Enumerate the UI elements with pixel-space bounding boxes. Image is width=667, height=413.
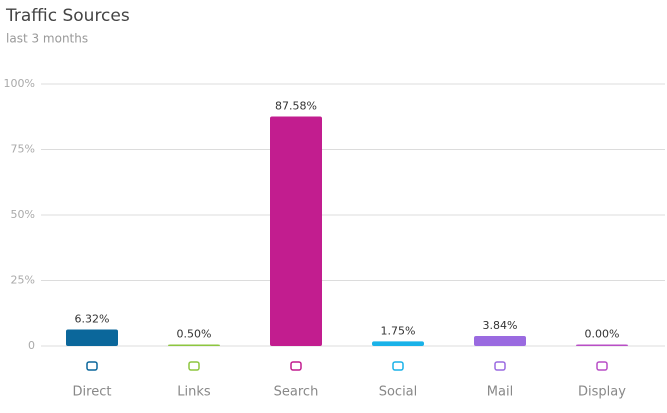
bar bbox=[168, 344, 220, 346]
bar bbox=[66, 329, 118, 346]
y-tick-label: 50% bbox=[11, 208, 35, 221]
y-tick-label: 100% bbox=[4, 77, 35, 90]
bar bbox=[270, 116, 322, 346]
value-label: 1.75% bbox=[381, 324, 416, 337]
x-tick-label: Social bbox=[379, 385, 418, 400]
x-tick-label: Search bbox=[274, 385, 319, 400]
category-icon bbox=[290, 361, 302, 371]
value-label: 6.32% bbox=[75, 312, 110, 325]
category-icon bbox=[188, 361, 200, 371]
y-tick-label: 75% bbox=[11, 143, 35, 156]
x-tick-label: Display bbox=[578, 385, 626, 400]
category-icon bbox=[596, 361, 608, 371]
category-icon bbox=[494, 361, 506, 371]
x-tick-label: Mail bbox=[487, 385, 513, 400]
bar bbox=[576, 344, 628, 346]
bar bbox=[474, 335, 526, 346]
value-label: 0.00% bbox=[585, 328, 620, 341]
x-tick-label: Direct bbox=[73, 385, 112, 400]
chart-subtitle: last 3 months bbox=[6, 32, 88, 46]
bar bbox=[372, 341, 424, 346]
value-label: 0.50% bbox=[177, 328, 212, 341]
category-icon bbox=[86, 361, 98, 371]
chart-title: Traffic Sources bbox=[5, 6, 130, 26]
y-tick-label: 25% bbox=[11, 274, 35, 287]
value-label: 87.58% bbox=[275, 100, 317, 113]
y-tick-label: 0 bbox=[28, 339, 35, 352]
category-icon bbox=[392, 361, 404, 371]
value-label: 3.84% bbox=[483, 319, 518, 332]
x-tick-label: Links bbox=[177, 385, 211, 400]
